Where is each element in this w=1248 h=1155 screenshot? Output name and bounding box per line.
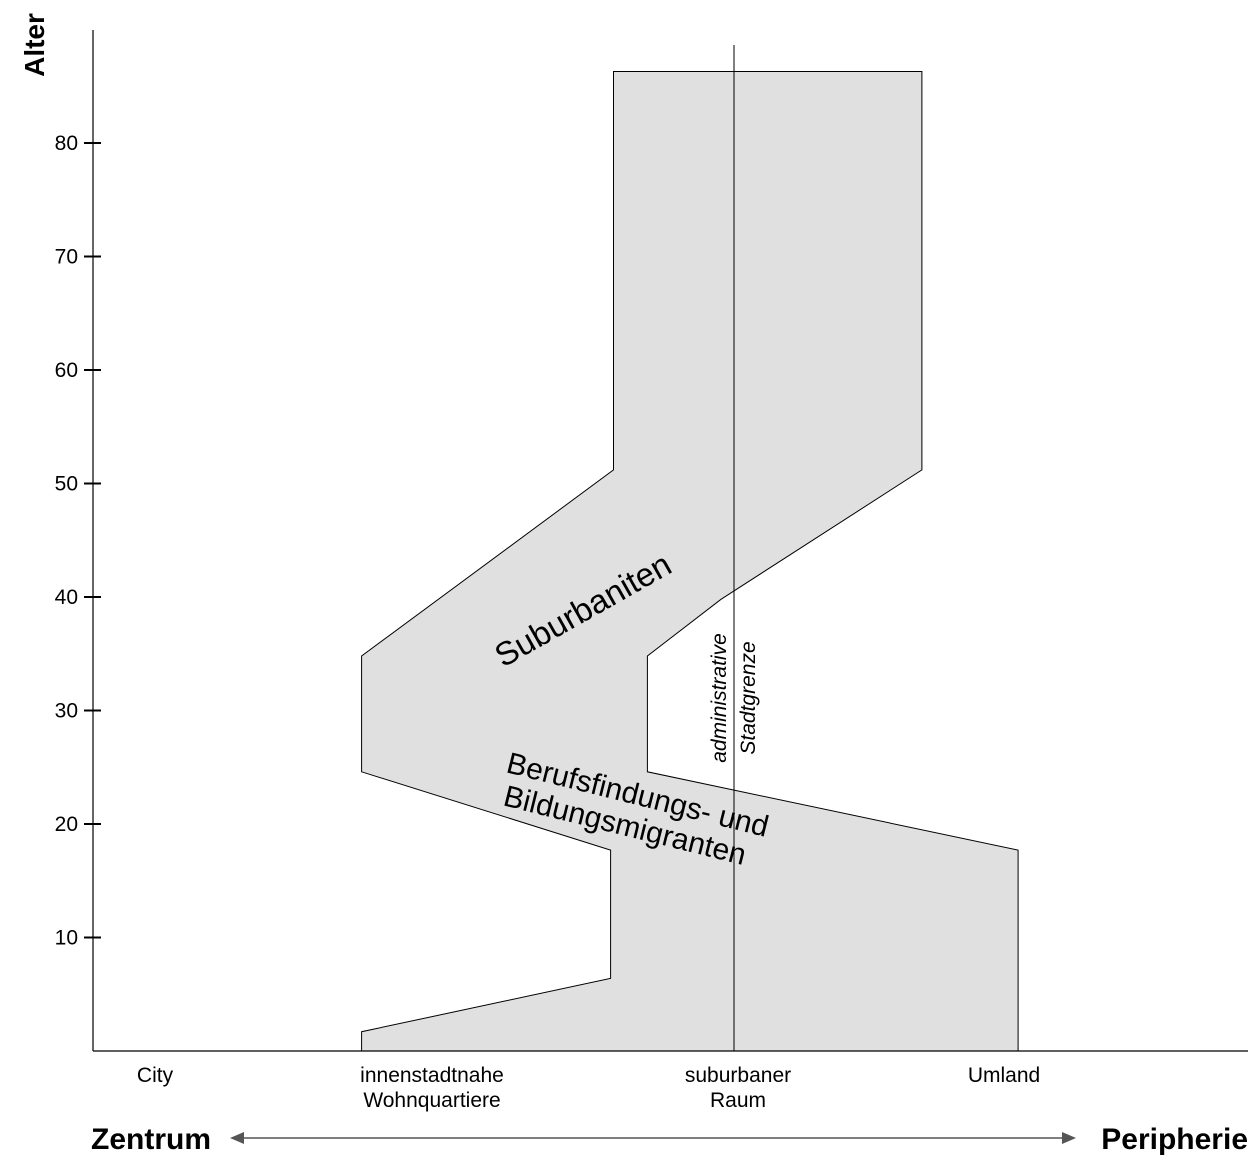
y-tick-label: 70 — [55, 246, 78, 269]
y-tick-label: 50 — [55, 473, 78, 496]
y-tick-label: 10 — [55, 927, 78, 950]
y-tick-label: 20 — [55, 813, 78, 836]
zone-label-suburban-line2: Raum — [710, 1089, 766, 1112]
y-axis-label: Alter — [19, 13, 50, 77]
boundary-label-line1: administrative — [708, 633, 731, 763]
y-tick-label: 30 — [55, 700, 78, 723]
zone-label-umland: Umland — [968, 1064, 1040, 1087]
y-tick-label: 60 — [55, 359, 78, 382]
y-ticks: 10 20 30 40 50 60 70 80 — [55, 132, 101, 950]
age-band-area — [361, 71, 1019, 1052]
direction-label-peripherie: Peripherie — [1101, 1123, 1248, 1155]
zone-label-city: City — [137, 1064, 174, 1087]
zone-label-inner-city-line2: Wohnquartiere — [363, 1089, 500, 1112]
y-tick-label: 40 — [55, 586, 78, 609]
y-tick-label: 80 — [55, 132, 78, 155]
boundary-label-line2: Stadtgrenze — [737, 641, 760, 754]
direction-label-zentrum: Zentrum — [91, 1123, 211, 1155]
zone-label-inner-city-line1: innenstadtnahe — [360, 1064, 504, 1087]
zone-label-suburban-line1: suburbaner — [685, 1064, 791, 1087]
